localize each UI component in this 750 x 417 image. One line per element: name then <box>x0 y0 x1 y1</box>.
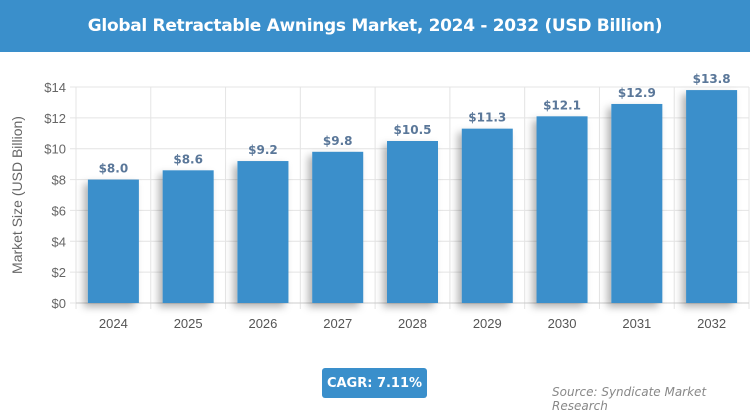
y-tick-label: $12 <box>44 111 66 126</box>
y-tick-label: $8 <box>52 173 66 188</box>
bar-2024 <box>87 179 139 303</box>
data-label: $9.2 <box>248 143 278 157</box>
x-tick-label: 2032 <box>697 316 726 331</box>
data-label: $12.1 <box>543 98 581 112</box>
source-note: Source: Syndicate Market Research <box>552 385 707 413</box>
data-label: $11.3 <box>468 111 506 125</box>
bar-2030 <box>536 116 588 303</box>
bar-2027 <box>312 151 364 303</box>
bar-2032 <box>686 90 738 303</box>
chart-title: Global Retractable Awnings Market, 2024 … <box>0 0 750 52</box>
data-label: $9.8 <box>323 134 353 148</box>
bar-2026 <box>237 161 289 303</box>
y-tick-label: $4 <box>52 234 66 249</box>
bar-chart: $0 $2 $4 $6 $8 $10 $12 $14 Market Size (USD Bill… <box>9 72 750 331</box>
x-tick-label: 2024 <box>99 316 128 331</box>
data-label: $10.5 <box>394 123 432 137</box>
x-tick-label: 2031 <box>622 316 651 331</box>
x-tick-label: 2030 <box>548 316 577 331</box>
x-tick-label: 2027 <box>323 316 352 331</box>
y-tick-label: $0 <box>52 296 66 311</box>
cagr-badge: CAGR: 7.11% <box>322 368 427 398</box>
y-axis-title: Market Size (USD Billion) <box>9 116 25 274</box>
y-tick-label: $10 <box>44 142 66 157</box>
x-tick-label: 2026 <box>248 316 277 331</box>
x-tick-label: 2025 <box>174 316 203 331</box>
y-tick-label: $6 <box>52 203 66 218</box>
x-tick-label: 2029 <box>473 316 502 331</box>
data-label: $8.0 <box>99 162 129 176</box>
data-label: $8.6 <box>173 152 203 166</box>
x-tick-label: 2028 <box>398 316 427 331</box>
data-label: $13.8 <box>693 72 731 86</box>
y-tick-label: $2 <box>52 265 66 280</box>
bar-2031 <box>611 103 663 303</box>
bar-2028 <box>387 141 438 303</box>
bar-2029 <box>461 128 513 303</box>
bar-2025 <box>162 170 214 303</box>
data-label: $12.9 <box>618 86 656 100</box>
y-tick-label: $14 <box>44 80 66 95</box>
